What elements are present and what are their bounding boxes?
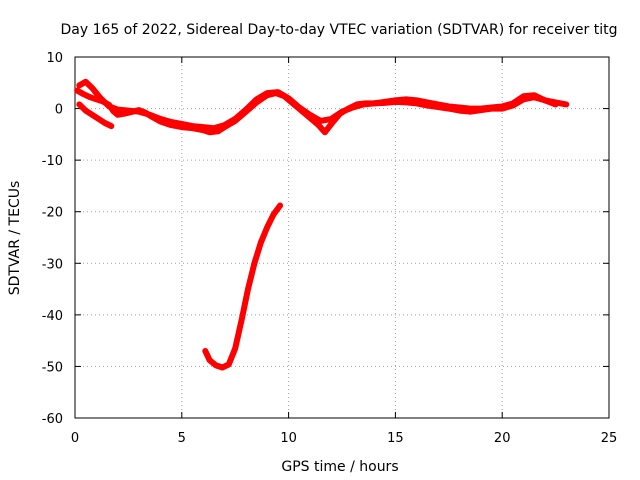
- y-axis-label: SDTVAR / TECUs: [7, 181, 23, 296]
- y-tick-label: -10: [42, 154, 63, 169]
- y-tick-label: -60: [42, 412, 63, 427]
- chart-title: Day 165 of 2022, Sidereal Day-to-day VTE…: [61, 22, 618, 38]
- y-tick-label: -20: [42, 206, 63, 221]
- y-tick-label: 0: [55, 103, 63, 118]
- series-track-a: [74, 87, 570, 136]
- plot-frame: [74, 56, 610, 419]
- x-tick-label: 0: [71, 431, 79, 446]
- data-series: [74, 78, 570, 371]
- y-tick-label: 10: [46, 51, 63, 66]
- x-tick-label: 25: [601, 431, 618, 446]
- y-tick-label: -30: [42, 257, 63, 272]
- x-axis-label: GPS time / hours: [281, 459, 398, 475]
- series-track-c: [76, 101, 115, 130]
- x-tick-label: 15: [387, 431, 404, 446]
- x-tick-label: 10: [280, 431, 297, 446]
- y-tick-label: -50: [42, 360, 63, 375]
- series-track-b: [76, 78, 559, 132]
- x-tick-label: 20: [494, 431, 511, 446]
- grid: [75, 57, 609, 418]
- axis-ticks: 0 5 10 15 20 25 -60 -50 -40 -30 -20 -10 0 10: [42, 51, 618, 446]
- x-tick-label: 5: [178, 431, 186, 446]
- y-tick-label: -40: [42, 309, 63, 324]
- series-track-d: [202, 202, 284, 371]
